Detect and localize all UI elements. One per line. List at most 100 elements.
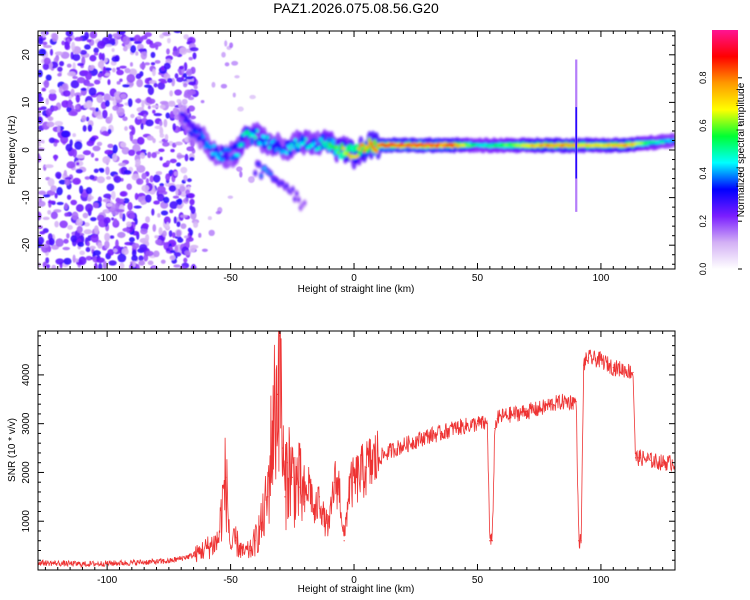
noise-blob xyxy=(160,80,168,84)
noise-blob xyxy=(130,45,137,54)
noise-blob xyxy=(55,171,62,179)
noise-blob xyxy=(98,52,103,61)
ridge-cell xyxy=(355,154,360,159)
noise-blob xyxy=(63,238,69,244)
noise-blob xyxy=(85,247,91,253)
colorbar-tick-label: 0.2 xyxy=(698,215,708,228)
noise-blob xyxy=(126,221,132,228)
noise-blob xyxy=(122,35,131,45)
noise-blob xyxy=(58,85,63,94)
snr-point xyxy=(279,335,281,337)
noise-blob xyxy=(88,65,94,71)
noise-blob xyxy=(189,245,197,253)
noise-blob xyxy=(172,107,178,116)
noise-blob xyxy=(153,113,163,117)
noise-blob xyxy=(185,239,190,248)
noise-blob xyxy=(152,224,157,232)
noise-blob xyxy=(144,62,151,66)
snr-point xyxy=(217,540,219,542)
noise-blob xyxy=(79,250,85,256)
noise-blob xyxy=(147,151,152,159)
noise-blob xyxy=(105,100,110,107)
ridge-cell xyxy=(253,135,258,140)
noise-blob xyxy=(189,205,193,211)
noise-blob xyxy=(179,185,186,192)
noise-blob xyxy=(84,176,91,180)
noise-blob xyxy=(89,136,97,142)
noise-blob xyxy=(138,260,146,266)
snr-point xyxy=(168,560,170,562)
branch-cell xyxy=(253,171,257,175)
noise-blob xyxy=(85,116,90,122)
noise-blob xyxy=(101,53,105,61)
noise-blob xyxy=(129,213,135,220)
branch-cell xyxy=(285,184,289,188)
noise-blob xyxy=(159,183,165,187)
noise-blob xyxy=(64,212,70,217)
noise-blob xyxy=(140,50,148,60)
noise-blob xyxy=(187,192,195,199)
snr-point xyxy=(390,449,392,452)
noise-blob xyxy=(59,220,68,229)
noise-blob xyxy=(179,65,184,70)
snr-point xyxy=(271,427,274,430)
ridge-cell xyxy=(181,112,185,117)
noise-blob xyxy=(131,173,140,181)
noise-blob xyxy=(156,185,166,194)
snr-point xyxy=(286,462,288,464)
noise-blob xyxy=(168,230,173,238)
ridge-cell xyxy=(293,138,298,143)
noise-blob xyxy=(42,261,47,268)
noise-blob xyxy=(47,209,52,215)
noise-blob xyxy=(128,237,135,243)
noise-blob xyxy=(186,146,195,152)
noise-blob xyxy=(151,208,155,216)
noise-blob xyxy=(85,203,94,213)
snr-point xyxy=(476,423,479,425)
spectrogram-y-axis-label: Frequency (Hz) xyxy=(7,116,18,185)
noise-blob xyxy=(50,185,57,192)
noise-blob xyxy=(104,240,110,249)
x-tick-label: 100 xyxy=(593,575,610,586)
noise-blob xyxy=(54,51,64,56)
noise-blob xyxy=(176,77,184,83)
ridge-cell xyxy=(324,140,329,145)
noise-blob xyxy=(115,209,125,213)
snr-point xyxy=(526,410,528,413)
colorbar-tick-label: 0.4 xyxy=(698,167,708,180)
noise-blob xyxy=(152,68,156,77)
noise-blob xyxy=(118,162,127,167)
noise-blob xyxy=(122,227,131,232)
noise-blob xyxy=(174,244,179,253)
noise-blob xyxy=(138,255,144,262)
noise-blob xyxy=(167,78,173,83)
noise-blob xyxy=(42,216,50,221)
noise-blob xyxy=(85,187,93,195)
noise-blob xyxy=(237,106,244,112)
ridge-cell xyxy=(338,146,343,151)
noise-blob xyxy=(38,211,42,221)
noise-blob xyxy=(157,213,161,218)
snr-point xyxy=(225,476,227,478)
noise-blob xyxy=(116,31,126,35)
noise-blob xyxy=(136,115,142,120)
noise-blob xyxy=(61,100,70,108)
ridge-cell xyxy=(326,145,330,150)
noise-blob xyxy=(86,241,90,247)
noise-blob xyxy=(41,87,47,92)
noise-blob xyxy=(160,210,169,216)
noise-blob xyxy=(85,255,93,261)
ridge-cell xyxy=(272,138,277,143)
noise-blob xyxy=(182,73,188,78)
noise-blob xyxy=(107,79,111,86)
noise-blob xyxy=(141,222,149,230)
noise-blob xyxy=(80,87,87,91)
noise-blob xyxy=(88,87,97,96)
snr-point xyxy=(308,481,311,483)
noise-blob xyxy=(45,97,49,105)
noise-blob xyxy=(112,144,118,154)
noise-blob xyxy=(236,166,243,172)
noise-blob xyxy=(38,37,44,45)
noise-blob xyxy=(176,99,181,104)
